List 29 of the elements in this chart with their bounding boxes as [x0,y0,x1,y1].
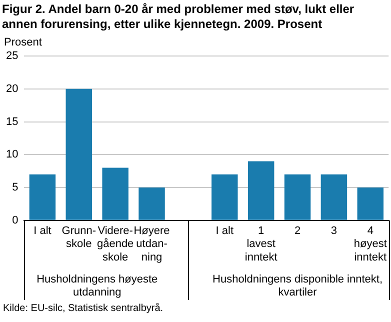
x-tick-label: Høyere utdan- ning [134,225,170,264]
x-tick-label: I alt [216,225,234,238]
bar [66,88,92,220]
bar [102,168,128,220]
y-tick-label: 15 [6,116,18,128]
x-tick-label: 2 [294,225,301,238]
bar [284,174,311,220]
x-tick-label: I alt [34,225,52,238]
text: Husholdningens høyeste utdanning [36,274,158,299]
bar [248,161,274,220]
y-tick-label: 5 [12,182,18,194]
bar [29,174,56,220]
x-tick-label: 4 høyest inntekt [354,225,387,264]
text: Kilde: EU-silc, Statistisk sentralbyrå. [3,303,164,314]
bar [357,188,384,220]
y-axis-title: Prosent [4,36,42,49]
x-tick-label: Grunn- skole [62,225,96,250]
y-tick-label: 0 [12,214,18,226]
y-tick-label: 25 [6,50,18,62]
x-tick-label: 3 [330,225,338,238]
y-tick-label: 10 [6,148,18,161]
bar [320,174,348,220]
text: Husholdningens disponible inntekt, kvartiler [212,274,383,299]
x-tick-label: 1 lavest inntekt [244,225,278,264]
chart-title: Figur 2. Andel barn 0-20 år med problemer med støv, lukt eller annen forurensing, etter ulike kjennetegn. 2009. Prosent [1,1,356,33]
bar [138,188,165,220]
y-tick-label: 20 [6,82,18,95]
x-tick-label: Videre- gående skole [96,225,134,264]
bar [212,174,238,220]
